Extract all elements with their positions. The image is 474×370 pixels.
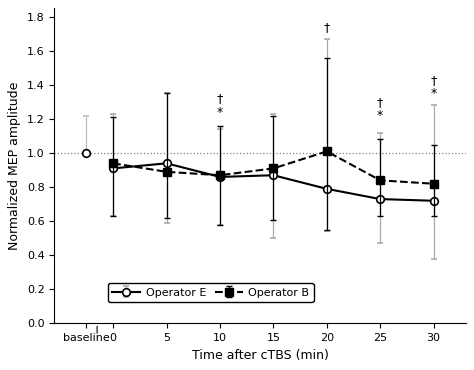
Text: *: * [430, 87, 437, 100]
Text: †: † [324, 21, 330, 34]
Text: *: * [377, 110, 383, 122]
Text: †: † [217, 92, 223, 105]
Text: *: * [217, 106, 223, 119]
Text: †: † [377, 96, 383, 109]
Y-axis label: Normalized MEP amplitude: Normalized MEP amplitude [9, 82, 21, 250]
X-axis label: Time after cTBS (min): Time after cTBS (min) [191, 349, 328, 361]
Text: †: † [430, 74, 437, 87]
Legend: Operator E, Operator B: Operator E, Operator B [108, 283, 314, 302]
